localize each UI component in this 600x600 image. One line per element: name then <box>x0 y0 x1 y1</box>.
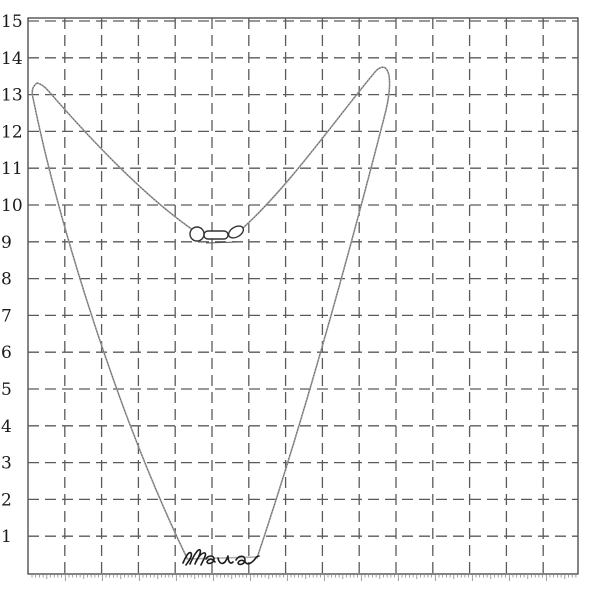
scale-label: 3 <box>1 454 12 474</box>
scale-labels: 15 14 13 12 11 10 9 8 7 6 5 4 3 2 1 <box>1 12 23 547</box>
scale-label: 8 <box>1 270 12 290</box>
bottom-ruler <box>31 575 577 581</box>
scale-label: 11 <box>1 159 23 179</box>
scale-label: 14 <box>1 49 23 69</box>
scale-label: 9 <box>1 233 12 253</box>
scale-label: 5 <box>1 380 12 400</box>
scale-label: 12 <box>1 122 23 142</box>
chain-strand-left-inner <box>36 82 194 231</box>
scale-label: 1 <box>1 527 12 547</box>
chain-strand-right-outer-detail <box>256 69 390 559</box>
chain-strand-left-inner-detail <box>36 82 194 231</box>
chain-strand-right-inner-detail <box>242 66 388 229</box>
scale-label: 2 <box>1 490 12 510</box>
measurement-grid <box>27 17 579 575</box>
scale-label: 4 <box>1 417 12 437</box>
chain-strand-left-outer-detail <box>31 82 188 559</box>
scale-label: 15 <box>1 12 23 32</box>
necklace <box>31 66 391 566</box>
chain-strand-right-outer <box>256 69 391 559</box>
scale-label: 6 <box>1 343 12 363</box>
chain-strand-left-outer <box>31 82 188 559</box>
scale-label: 7 <box>1 306 12 326</box>
chain-clasp-icon <box>189 225 245 244</box>
grid-frame <box>27 17 579 575</box>
chain-strand-right-inner <box>242 66 388 229</box>
scale-label: 10 <box>1 196 23 216</box>
script-pendant-icon <box>182 548 260 566</box>
scale-label: 13 <box>1 86 23 106</box>
